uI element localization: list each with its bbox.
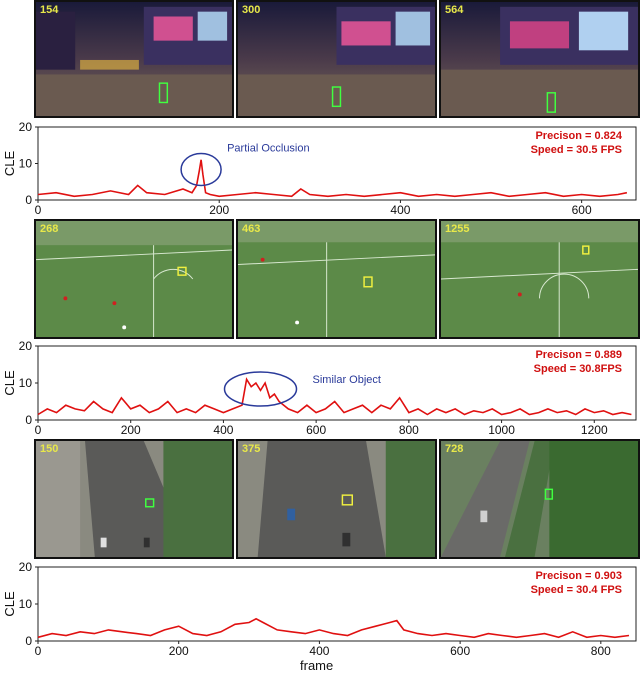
x-tick-label: 1200 (581, 423, 608, 437)
y-tick-label: 0 (25, 413, 32, 427)
plot-area (37, 126, 637, 201)
night-frame-3: 564 (439, 0, 640, 118)
x-tick-label: 400 (390, 203, 410, 217)
cle-series-line (37, 617, 630, 639)
x-tick-label: 800 (591, 644, 611, 656)
frame-number: 375 (242, 443, 261, 455)
soccer-frame-3: 1255 (439, 219, 640, 339)
y-axis-label: CLE (2, 151, 17, 177)
plot-area (37, 345, 637, 421)
precision-label: Precison = 0.903 (535, 570, 622, 582)
cle-series-line (37, 377, 632, 416)
y-axis-label: CLE (2, 370, 17, 396)
cle-chart-road: 0 10 20 0 200 400 600 800 CLE Precison = 0.903 Spe… (0, 560, 640, 656)
x-tick-label: 0 (35, 644, 42, 656)
cle-chart-night: 0 10 20 0 200 400 600 CLE Partial Occlusion Preci… (0, 119, 640, 219)
annotation-ellipse (223, 371, 298, 407)
x-tick-label: 600 (450, 644, 470, 656)
y-axis-label: CLE (2, 591, 17, 617)
frame-number: 154 (40, 4, 59, 16)
y-tick-label: 10 (19, 376, 33, 390)
precision-label: Precison = 0.889 (535, 349, 622, 361)
night-frame-1: 154 (34, 0, 234, 118)
x-tick-label: 0 (35, 203, 42, 217)
precision-label: Precison = 0.824 (535, 130, 622, 142)
y-tick-label: 10 (19, 157, 33, 171)
x-axis-label: frame (300, 658, 334, 673)
y-tick-label: 0 (25, 634, 32, 648)
soccer-frame-2: 463 (236, 219, 437, 339)
x-tick-label: 200 (209, 203, 229, 217)
x-tick-label: 800 (399, 423, 419, 437)
frame-number: 463 (242, 223, 261, 235)
frame-number: 564 (445, 4, 464, 16)
night-frame-2: 300 (236, 0, 437, 118)
cle-series-line (37, 159, 628, 198)
y-tick-label: 20 (19, 340, 33, 353)
speed-label: Speed = 30.8FPS (534, 363, 622, 375)
x-tick-label: 400 (213, 423, 233, 437)
frame-number: 268 (40, 223, 59, 235)
x-tick-label: 0 (35, 423, 42, 437)
soccer-frame-1: 268 (34, 219, 234, 339)
annotation-ellipse (180, 152, 222, 187)
road-frame-3: 728 (439, 439, 640, 559)
y-tick-label: 20 (19, 560, 33, 574)
frame-number: 300 (242, 4, 261, 16)
cle-chart-soccer: 0 10 20 0 200 400 600 800 1000 1200 CLE Similar Obj… (0, 340, 640, 439)
y-tick-label: 20 (19, 120, 33, 134)
x-tick-label: 200 (121, 423, 141, 437)
frame-number: 150 (40, 443, 59, 455)
plot-area (37, 566, 637, 642)
y-tick-label: 0 (25, 193, 32, 207)
x-tick-label: 1000 (488, 423, 515, 437)
x-tick-label: 200 (169, 644, 189, 656)
speed-label: Speed = 30.4 FPS (531, 584, 622, 596)
annotation-text: Partial Occlusion (227, 143, 310, 155)
road-frame-2: 375 (236, 439, 437, 559)
x-tick-label: 600 (306, 423, 326, 437)
x-tick-label: 600 (572, 203, 592, 217)
y-tick-label: 10 (19, 597, 33, 611)
speed-label: Speed = 30.5 FPS (531, 144, 622, 156)
frame-number: 1255 (445, 223, 470, 235)
annotation-text: Similar Object (313, 374, 381, 386)
road-frame-1: 150 (34, 439, 234, 559)
frame-number: 728 (445, 443, 464, 455)
x-tick-label: 400 (309, 644, 329, 656)
